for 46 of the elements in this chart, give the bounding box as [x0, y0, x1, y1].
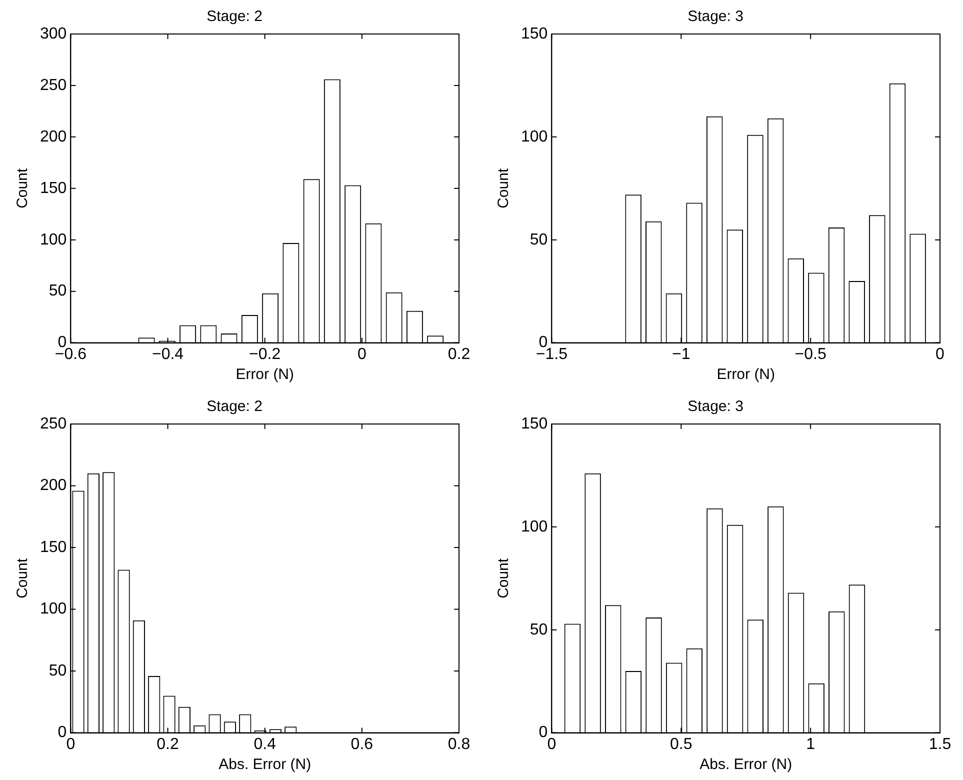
y-tick-label: 50 [48, 662, 67, 680]
y-tick-label: 50 [530, 621, 548, 638]
y-axis-title: Count [14, 558, 32, 598]
y-tick-label: 100 [520, 518, 548, 536]
y-tick-label: 200 [40, 477, 67, 494]
x-tick-label: −0.4 [152, 346, 184, 363]
y-tick-label: 0 [538, 334, 548, 352]
chart-title: Stage: 3 [688, 398, 744, 416]
x-tick-label: −0.5 [794, 346, 826, 363]
y-tick-label: 200 [40, 128, 67, 146]
x-tick-label: 0.8 [448, 736, 470, 753]
x-tick-label: −0.2 [249, 346, 281, 363]
y-tick-label: 300 [40, 25, 67, 42]
y-axis-title: Count [495, 168, 512, 208]
x-axis-title: Abs. Error (N) [218, 756, 312, 774]
x-tick-label: 1 [806, 736, 816, 753]
x-tick-label: 0.4 [254, 736, 276, 753]
chart-title: Stage: 2 [206, 398, 262, 416]
y-tick-label: 100 [40, 231, 67, 248]
y-tick-label: 250 [40, 76, 67, 94]
y-tick-label: 50 [48, 282, 67, 300]
x-axis-title: Abs. Error (N) [700, 756, 792, 774]
x-tick-label: 0 [357, 346, 366, 363]
x-tick-label: 0.6 [350, 736, 374, 753]
y-axis-title: Count [14, 168, 32, 208]
y-tick-label: 150 [520, 25, 548, 42]
y-tick-label: 250 [40, 415, 67, 432]
chart-title: Stage: 2 [206, 8, 262, 26]
y-tick-label: 150 [520, 415, 548, 432]
y-tick-label: 0 [58, 724, 67, 742]
x-axis-title: Error (N) [716, 366, 776, 384]
y-tick-label: 50 [530, 231, 548, 248]
x-tick-label: −1 [672, 346, 690, 363]
x-axis-title: Error (N) [236, 366, 294, 384]
y-tick-label: 100 [40, 600, 67, 618]
x-tick-label: 0.2 [448, 346, 470, 363]
x-tick-label: 0.2 [156, 736, 179, 753]
y-tick-label: 150 [40, 180, 67, 197]
y-tick-label: 150 [40, 538, 67, 556]
x-tick-label: 0 [936, 346, 945, 363]
y-tick-label: 0 [538, 724, 548, 742]
y-axis-title: Count [495, 558, 512, 598]
y-tick-label: 100 [520, 128, 548, 146]
x-tick-label: 0.5 [670, 736, 692, 753]
chart-title: Stage: 3 [688, 8, 744, 26]
x-tick-label: 1.5 [928, 736, 952, 753]
